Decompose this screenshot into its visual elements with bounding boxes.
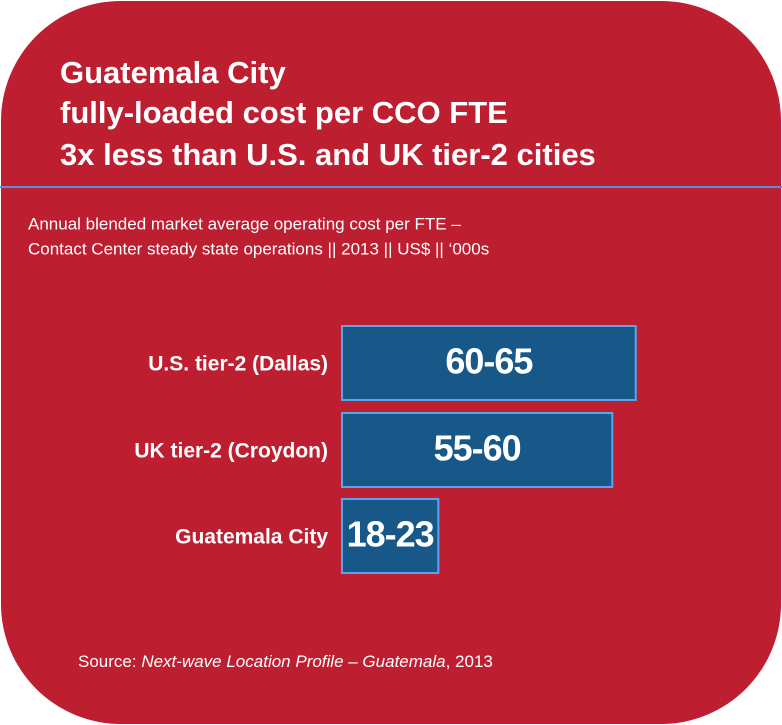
title-line: Guatemala City <box>60 55 286 90</box>
category-label: U.S. tier-2 (Dallas) <box>148 353 328 376</box>
bar <box>341 498 440 574</box>
value-label: 18-23 <box>347 514 434 555</box>
value-label: 55-60 <box>434 428 521 469</box>
title-line: fully-loaded cost per CCO FTE <box>60 95 508 130</box>
category-label: Guatemala City <box>175 526 328 549</box>
source-suffix: , 2013 <box>446 652 493 671</box>
bar <box>341 412 614 488</box>
source: Source: Next-wave Location Profile – Gua… <box>78 652 493 671</box>
source-title: Next-wave Location Profile – Guatemala <box>141 652 445 671</box>
source-prefix: Source: <box>78 652 137 671</box>
category-label: UK tier-2 (Croydon) <box>134 440 328 463</box>
subtitle-line: Annual blended market average operating … <box>28 214 461 233</box>
subtitle-line: Contact Center steady state operations |… <box>28 239 489 258</box>
value-label: 60-65 <box>445 341 533 382</box>
bar <box>341 325 637 401</box>
title-line: 3x less than U.S. and UK tier-2 cities <box>60 137 596 172</box>
